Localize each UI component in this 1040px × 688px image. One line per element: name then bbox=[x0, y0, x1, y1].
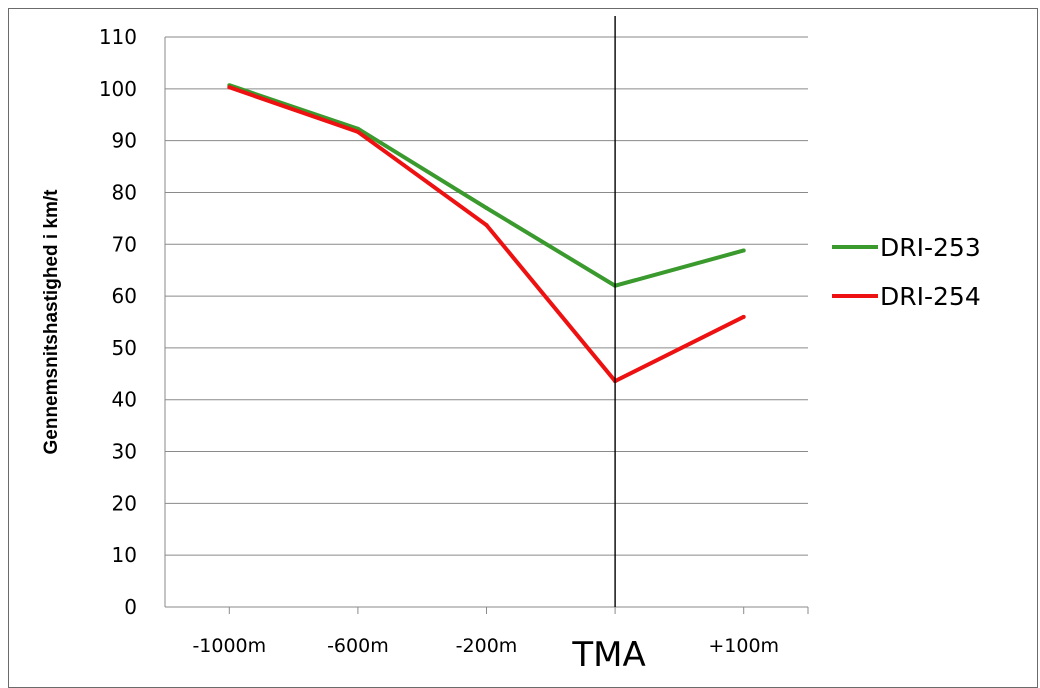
y-tick-label: 20 bbox=[112, 491, 137, 515]
x-tick-label: -600m bbox=[327, 635, 389, 657]
series-lines bbox=[227, 83, 746, 384]
y-tick-label: 80 bbox=[112, 180, 137, 204]
y-tick-label: 10 bbox=[112, 543, 137, 567]
data-point bbox=[484, 223, 489, 228]
data-point bbox=[227, 85, 232, 90]
y-tick-label: 50 bbox=[112, 336, 137, 360]
y-tick-label: 30 bbox=[112, 440, 137, 464]
gridlines bbox=[165, 36, 808, 556]
legend-entry: DRI-254 bbox=[832, 282, 981, 311]
legend: DRI-253 DRI-254 bbox=[832, 233, 981, 311]
y-tick-label: 70 bbox=[112, 232, 137, 256]
data-point bbox=[484, 206, 489, 210]
y-tick-label: 60 bbox=[112, 284, 137, 308]
x-tick-label: +100m bbox=[708, 635, 779, 657]
series-line-dri-254 bbox=[228, 85, 745, 384]
x-tick-label: -1000m bbox=[192, 635, 266, 657]
data-point bbox=[741, 248, 746, 253]
y-axis-label: Gennemsnitshastighed i km/t bbox=[41, 189, 62, 455]
y-tick-label: 0 bbox=[124, 595, 137, 619]
y-tick-label: 90 bbox=[112, 129, 137, 153]
y-tick-labels: 0 10 20 30 40 50 60 70 80 90 100 110 bbox=[99, 25, 137, 619]
axes bbox=[164, 37, 809, 614]
legend-label: DRI-254 bbox=[880, 282, 981, 311]
x-tick-label: TMA bbox=[571, 635, 645, 675]
x-tick-labels: -1000m -600m -200m TMA +100m bbox=[192, 635, 779, 675]
y-tick-label: 40 bbox=[112, 388, 137, 412]
y-tick-label: 110 bbox=[99, 25, 137, 49]
x-tick-label: -200m bbox=[456, 635, 518, 657]
legend-entry: DRI-253 bbox=[832, 233, 981, 262]
legend-label: DRI-253 bbox=[880, 233, 981, 262]
data-point bbox=[741, 314, 746, 319]
data-point bbox=[355, 129, 360, 134]
y-tick-label: 100 bbox=[99, 77, 137, 101]
